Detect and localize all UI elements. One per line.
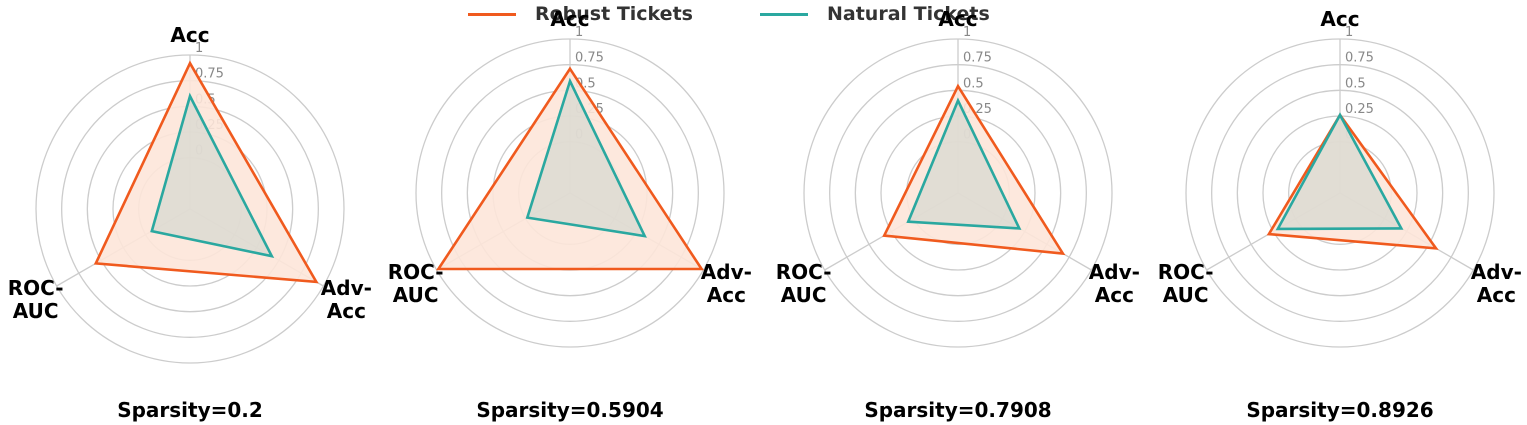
series-area-natural: [906, 97, 1022, 230]
radar-chart-3: 00.250.50.751AccAdv-AccROC-AUCSparsity=0…: [776, 7, 1140, 422]
chart-title: Sparsity=0.8926: [1246, 398, 1433, 422]
legend-swatch-natural: [760, 12, 808, 16]
axis-label-line: Adv-: [321, 276, 372, 300]
legend-label-robust: Robust Tickets: [535, 3, 693, 25]
axis-label-line: Acc: [938, 7, 977, 31]
tick-label: 1: [963, 25, 971, 40]
axis-label-roc-auc: ROC-AUC: [388, 260, 444, 307]
chart-title: Sparsity=0.5904: [476, 398, 663, 422]
radar-chart-2: 00.250.50.751AccAdv-AccROC-AUCSparsity=0…: [388, 7, 752, 422]
axis-label-line: Adv-: [701, 260, 752, 284]
tick-label: 0.75: [963, 51, 992, 66]
axis-label-line: ROC-: [8, 276, 64, 300]
axis-label-line: Acc: [1095, 283, 1134, 307]
axis-label-acc: Acc: [1320, 7, 1359, 31]
axis-label-line: Acc: [550, 7, 589, 31]
axis-label-line: ROC-: [1158, 260, 1214, 284]
tick-label: 1: [1345, 25, 1353, 40]
tick-label: 1: [195, 41, 203, 56]
tick-label: 0.75: [575, 51, 604, 66]
legend-swatch-robust: [468, 12, 516, 16]
legend-item-robust: Robust Tickets: [468, 0, 693, 28]
tick-label: 0.75: [1345, 51, 1374, 66]
axis-label-acc: Acc: [170, 23, 209, 47]
tick-label: 0.75: [195, 67, 224, 82]
tick-label: 0.5: [1345, 76, 1366, 91]
axis-label-line: ROC-: [388, 260, 444, 284]
axis-label-line: Acc: [707, 283, 746, 307]
tick-label: 0.5: [963, 76, 984, 91]
axis-label-line: Adv-: [1471, 260, 1522, 284]
axis-label-line: ROC-: [776, 260, 832, 284]
series-area-natural: [150, 92, 275, 259]
axis-label-line: Acc: [1320, 7, 1359, 31]
axis-label-acc: Acc: [550, 7, 589, 31]
axis-label-line: Acc: [1477, 283, 1516, 307]
axis-label-line: AUC: [13, 299, 59, 323]
tick-label: 0.25: [1345, 102, 1374, 117]
axis-label-roc-auc: ROC-AUC: [1158, 260, 1214, 307]
axis-label-line: AUC: [781, 283, 827, 307]
legend-label-natural: Natural Tickets: [827, 3, 990, 25]
radar-chart-1: 00.250.50.751AccAdv-AccROC-AUCSparsity=0…: [8, 23, 372, 422]
legend-item-natural: Natural Tickets: [760, 0, 990, 28]
axis-label-roc-auc: ROC-AUC: [8, 276, 64, 323]
axis-label-roc-auc: ROC-AUC: [776, 260, 832, 307]
axis-label-acc: Acc: [938, 7, 977, 31]
series-area-natural: [525, 77, 647, 238]
legend: Robust Tickets Natural Tickets: [0, 0, 1527, 28]
axis-label-line: Acc: [170, 23, 209, 47]
chart-title: Sparsity=0.7908: [864, 398, 1051, 422]
axis-label-line: AUC: [393, 283, 439, 307]
axis-label-line: Adv-: [1089, 260, 1140, 284]
axis-label-adv-acc: Adv-Acc: [1089, 260, 1140, 307]
axis-label-adv-acc: Adv-Acc: [701, 260, 752, 307]
tick-label: 1: [575, 25, 583, 40]
axis-label-line: Acc: [327, 299, 366, 323]
series-area-natural: [1275, 112, 1404, 231]
axis-label-adv-acc: Adv-Acc: [1471, 260, 1522, 307]
chart-title: Sparsity=0.2: [117, 398, 263, 422]
radar-chart-4: 00.250.50.751AccAdv-AccROC-AUCSparsity=0…: [1158, 7, 1522, 422]
axis-label-adv-acc: Adv-Acc: [321, 276, 372, 323]
axis-label-line: AUC: [1163, 283, 1209, 307]
